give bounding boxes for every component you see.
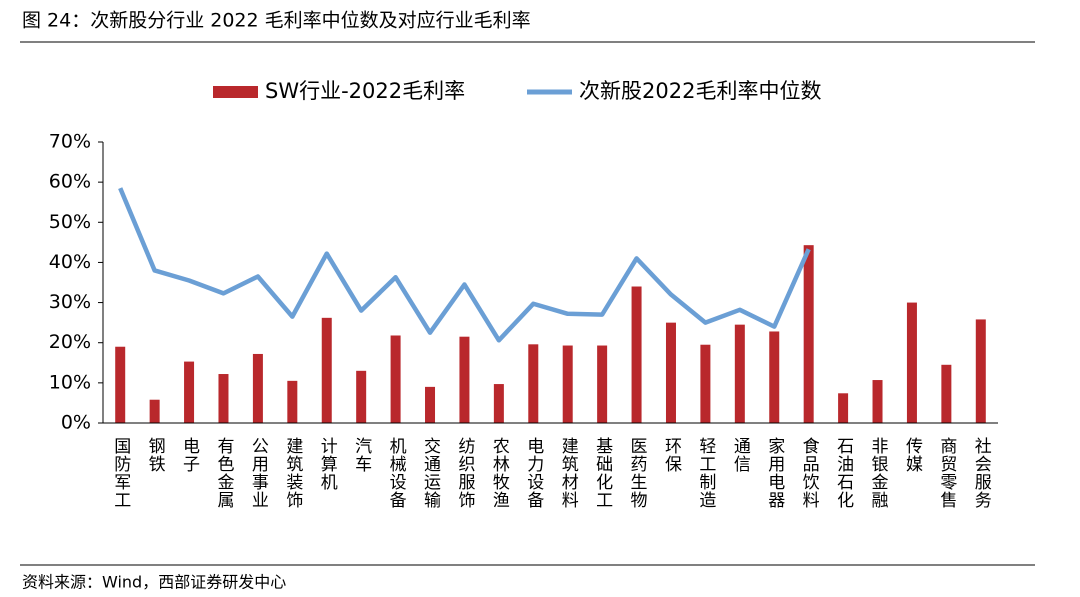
x-tick-label: 传媒 — [902, 437, 923, 473]
legend-swatch — [213, 86, 258, 98]
bar — [356, 370, 367, 423]
bar — [184, 361, 195, 423]
legend-label: SW行业-2022毛利率 — [265, 79, 465, 103]
y-tick-label: 70% — [49, 131, 91, 153]
y-tick-label: 30% — [49, 291, 91, 313]
x-tick-label: 汽车 — [351, 437, 372, 473]
bar — [975, 319, 986, 423]
x-tick-label: 钢铁 — [145, 437, 166, 473]
bar — [734, 324, 745, 423]
x-tick-label: 电力设备 — [523, 437, 544, 509]
x-tick-label: 轻工制造 — [695, 437, 716, 509]
x-tick-label: 计算机 — [317, 437, 338, 491]
bar — [218, 374, 229, 423]
bar — [562, 345, 573, 423]
x-tick-label: 交通运输 — [420, 437, 441, 509]
bar — [321, 317, 332, 423]
bar — [906, 302, 917, 423]
bar — [872, 380, 883, 423]
y-tick-label: 10% — [49, 371, 91, 393]
bar — [493, 384, 504, 423]
bar — [597, 345, 608, 423]
bar — [287, 380, 298, 423]
bar — [665, 322, 676, 423]
bar — [390, 335, 401, 423]
bar — [459, 336, 470, 423]
bar — [115, 346, 126, 423]
bar — [631, 286, 642, 423]
y-tick-label: 50% — [49, 211, 91, 233]
x-tick-label: 国防军工 — [110, 437, 131, 509]
x-tick-label: 石油石化 — [833, 437, 854, 509]
page-title: 图 24：次新股分行业 2022 毛利率中位数及对应行业毛利率 — [22, 10, 531, 32]
x-tick-label: 食品饮料 — [799, 437, 820, 509]
x-tick-label: 基础化工 — [592, 437, 613, 509]
x-tick-label: 建筑材料 — [558, 437, 579, 509]
x-tick-label: 农林牧渔 — [489, 437, 510, 509]
bar — [528, 344, 539, 423]
legend-label: 次新股2022毛利率中位数 — [579, 79, 821, 103]
x-tick-label: 有色金属 — [213, 437, 234, 509]
x-tick-label: 电子 — [179, 437, 200, 473]
bar — [838, 393, 849, 423]
x-tick-label: 机械设备 — [386, 437, 407, 509]
y-tick-label: 40% — [49, 251, 91, 273]
x-tick-label: 家用电器 — [764, 437, 785, 509]
bar — [769, 331, 780, 423]
y-tick-label: 20% — [49, 331, 91, 353]
x-tick-label: 环保 — [661, 437, 682, 473]
x-tick-label: 纺织服饰 — [454, 437, 475, 509]
y-tick-label: 60% — [49, 171, 91, 193]
x-tick-label: 非银金融 — [868, 437, 889, 509]
bar — [700, 344, 711, 423]
x-tick-label: 社会服务 — [971, 437, 992, 509]
line — [118, 187, 811, 343]
x-tick-label: 通信 — [730, 437, 751, 473]
bar — [941, 364, 952, 423]
x-tick-label: 建筑装饰 — [282, 437, 303, 509]
y-tick-label: 0% — [61, 412, 91, 434]
source: 资料来源：Wind，西部证券研发中心 — [22, 573, 286, 592]
x-tick-label: 商贸零售 — [936, 437, 957, 509]
bar — [252, 353, 263, 423]
x-tick-label: 公用事业 — [248, 437, 269, 509]
x-tick-label: 医药生物 — [627, 437, 648, 509]
bar — [149, 399, 160, 423]
bar — [803, 245, 814, 423]
bar — [425, 386, 436, 423]
